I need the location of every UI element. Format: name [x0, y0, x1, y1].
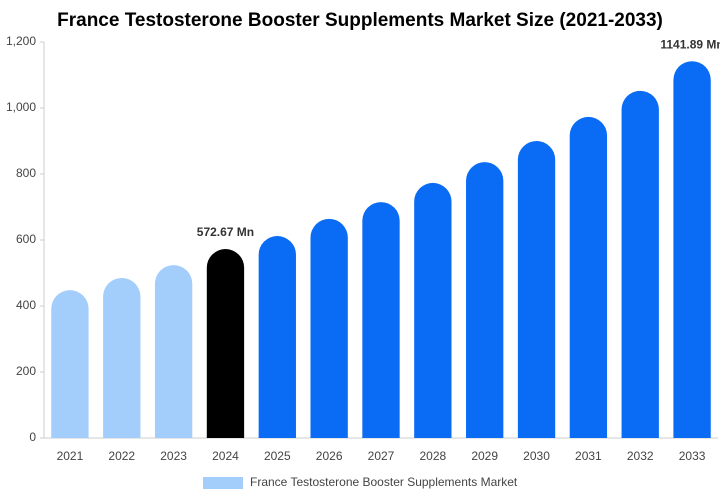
y-tick-label: 200 [16, 364, 36, 378]
x-tick-label: 2027 [368, 449, 395, 463]
x-tick-label: 2025 [264, 449, 291, 463]
x-tick-label: 2028 [419, 449, 446, 463]
y-tick-label: 800 [16, 166, 36, 180]
bar [621, 90, 659, 439]
x-tick-label: 2022 [108, 449, 135, 463]
bar [362, 202, 400, 438]
bar [466, 162, 504, 438]
y-tick-label: 400 [16, 298, 36, 312]
value-label: 1141.89 Mn [660, 37, 720, 51]
bar [51, 290, 89, 438]
legend-swatch [203, 477, 243, 489]
chart-title: France Testosterone Booster Supplements … [57, 10, 663, 31]
bar [569, 116, 608, 439]
value-label: 572.67 Mn [197, 225, 254, 239]
x-tick-label: 2032 [627, 449, 654, 463]
bar [154, 265, 193, 438]
y-tick-label: 600 [16, 232, 36, 246]
bar [414, 182, 452, 438]
legend-label: France Testosterone Booster Supplements … [250, 475, 518, 489]
x-tick-label: 2023 [160, 449, 187, 463]
bar [103, 277, 141, 438]
bar [310, 218, 348, 438]
x-tick-label: 2029 [471, 449, 498, 463]
bar [673, 61, 711, 438]
x-tick-label: 2026 [316, 449, 343, 463]
x-tick-label: 2030 [523, 449, 550, 463]
bar [517, 141, 556, 438]
y-tick-label: 1,000 [6, 100, 36, 114]
bar [258, 236, 296, 438]
y-tick-label: 0 [29, 430, 36, 444]
x-tick-label: 2024 [212, 449, 239, 463]
x-tick-label: 2021 [57, 449, 84, 463]
x-tick-label: 2033 [679, 449, 706, 463]
bar [206, 249, 245, 438]
x-tick-label: 2031 [575, 449, 602, 463]
y-tick-label: 1,200 [6, 34, 36, 48]
